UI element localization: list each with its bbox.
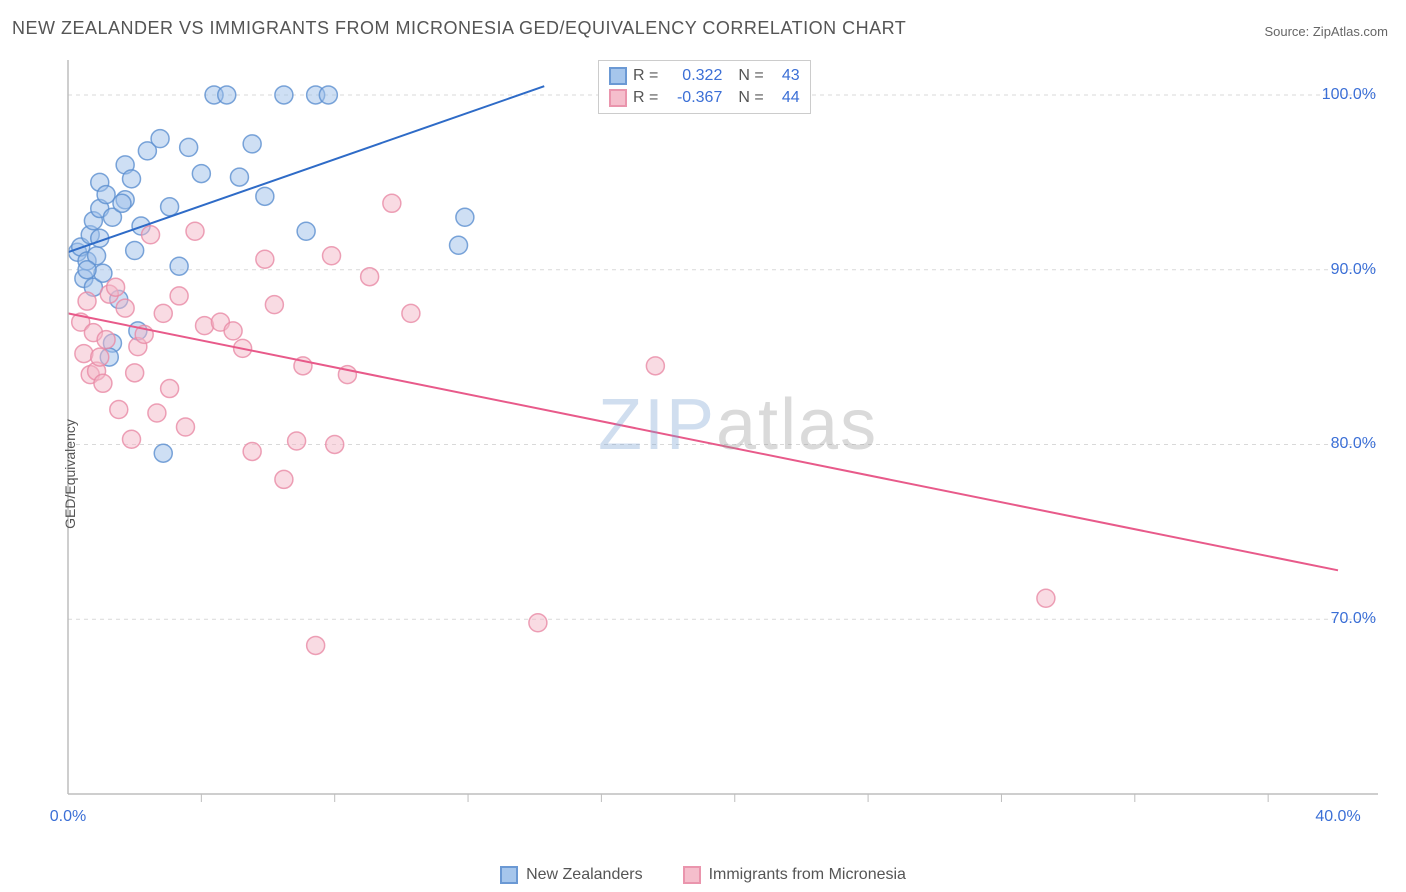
y-axis-label: GED/Equivalency bbox=[62, 419, 78, 529]
legend-swatch bbox=[683, 866, 701, 884]
source-label: Source: ZipAtlas.com bbox=[1264, 24, 1388, 39]
n-label: N = bbox=[738, 67, 763, 85]
bottom-legend: New Zealanders Immigrants from Micronesia bbox=[0, 866, 1406, 884]
r-value: -0.367 bbox=[664, 89, 722, 107]
scatter-chart bbox=[58, 54, 1388, 824]
y-tick-label: 100.0% bbox=[1322, 86, 1376, 104]
x-tick-label: 40.0% bbox=[1315, 808, 1360, 826]
r-value: 0.322 bbox=[664, 67, 722, 85]
legend-label: New Zealanders bbox=[526, 866, 643, 884]
legend-label: Immigrants from Micronesia bbox=[709, 866, 906, 884]
source-name: ZipAtlas.com bbox=[1313, 24, 1388, 39]
n-value: 44 bbox=[770, 89, 800, 107]
page-title: NEW ZEALANDER VS IMMIGRANTS FROM MICRONE… bbox=[12, 18, 906, 39]
legend-swatch bbox=[609, 89, 627, 107]
legend-item: New Zealanders bbox=[500, 866, 643, 884]
n-value: 43 bbox=[770, 67, 800, 85]
x-tick-label: 0.0% bbox=[50, 808, 86, 826]
legend-swatch bbox=[609, 67, 627, 85]
source-prefix: Source: bbox=[1264, 24, 1312, 39]
n-label: N = bbox=[738, 89, 763, 107]
y-tick-label: 70.0% bbox=[1331, 610, 1376, 628]
y-tick-label: 80.0% bbox=[1331, 435, 1376, 453]
y-tick-label: 90.0% bbox=[1331, 261, 1376, 279]
stat-legend-box: R = 0.322 N = 43 R = -0.367 N = 44 bbox=[598, 60, 811, 114]
chart-container: GED/Equivalency 70.0% 80.0% 90.0% 100.0% 0.… bbox=[58, 54, 1388, 824]
legend-swatch bbox=[500, 866, 518, 884]
r-label: R = bbox=[633, 89, 658, 107]
stat-row: R = -0.367 N = 44 bbox=[609, 87, 800, 109]
r-label: R = bbox=[633, 67, 658, 85]
stat-row: R = 0.322 N = 43 bbox=[609, 65, 800, 87]
legend-item: Immigrants from Micronesia bbox=[683, 866, 906, 884]
